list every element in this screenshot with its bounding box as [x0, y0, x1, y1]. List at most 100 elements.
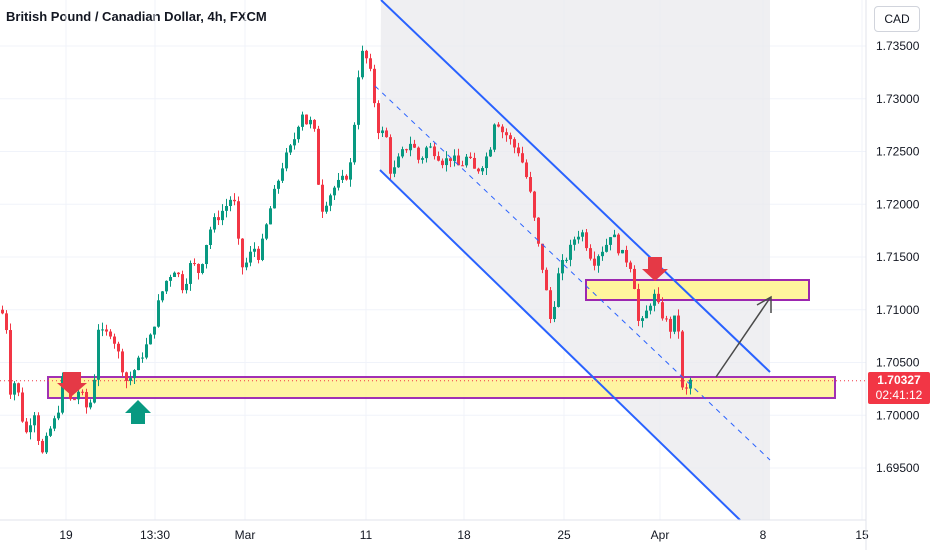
x-tick-label: 15: [855, 528, 869, 542]
channel-area: [380, 0, 770, 520]
candle-body: [201, 264, 204, 273]
candle-body: [113, 336, 116, 344]
candle-body: [49, 428, 52, 436]
candle-body: [489, 149, 492, 157]
candle-body: [213, 217, 216, 230]
candle-body: [109, 331, 112, 337]
projection-arrow: [715, 297, 771, 378]
candle-body: [85, 391, 88, 408]
candle-body: [177, 272, 180, 275]
candle-body: [185, 283, 188, 291]
candle-body: [121, 351, 124, 373]
candle-body: [601, 251, 604, 257]
y-tick-label: 1.70500: [876, 356, 920, 370]
candle-body: [1, 309, 4, 314]
candle-body: [249, 251, 252, 263]
candle-body: [577, 236, 580, 240]
candle-body: [93, 379, 96, 403]
candle-body: [525, 162, 528, 178]
candle-body: [397, 156, 400, 168]
candle-body: [505, 132, 508, 136]
candle-body: [461, 165, 464, 167]
candle-body: [401, 149, 404, 157]
candle-body: [381, 130, 384, 134]
candle-body: [169, 276, 172, 281]
candle-body: [269, 208, 272, 225]
channel-upper-line: [380, 0, 771, 373]
candle-body: [629, 262, 632, 269]
candle-body: [597, 256, 600, 266]
candle-body: [89, 402, 92, 408]
x-tick-label: 25: [557, 528, 571, 542]
arrow-down-icon: [642, 257, 668, 281]
candle-body: [137, 357, 140, 371]
currency-button[interactable]: CAD: [874, 6, 920, 32]
candle-body: [393, 167, 396, 174]
candle-body: [17, 383, 20, 393]
candle-body: [345, 175, 348, 180]
candle-body: [473, 157, 476, 169]
candle-body: [537, 217, 540, 244]
last-price-tag: 1.70327 02:41:12: [868, 372, 930, 404]
candle-body: [365, 50, 368, 59]
channel-shade: [380, 0, 770, 520]
candle-body: [285, 152, 288, 169]
candle-body: [265, 224, 268, 239]
candle-body: [485, 156, 488, 169]
candle-body: [589, 248, 592, 259]
candle-body: [349, 162, 352, 180]
candle-body: [437, 156, 440, 161]
candle-body: [501, 126, 504, 133]
candle-body: [421, 158, 424, 160]
y-tick-label: 1.72500: [876, 145, 920, 159]
candle-body: [97, 329, 100, 380]
candle-body: [25, 421, 28, 433]
candle-body: [509, 135, 512, 140]
candle-body: [77, 391, 80, 400]
candle-body: [673, 315, 676, 332]
candle-body: [317, 128, 320, 185]
y-tick-label: 1.70000: [876, 408, 920, 422]
candle-body: [29, 425, 32, 433]
candle-body: [161, 291, 164, 301]
candle-body: [277, 180, 280, 189]
candle-body: [457, 155, 460, 166]
overlays: [0, 0, 866, 521]
candle-body: [665, 318, 668, 320]
candle-body: [521, 153, 524, 163]
candle-body: [633, 268, 636, 289]
candle-body: [129, 378, 132, 381]
candle-body: [641, 318, 644, 321]
candle-body: [649, 305, 652, 311]
candle-body: [541, 243, 544, 270]
candle-body: [617, 234, 620, 254]
last-price: 1.70327: [877, 373, 921, 387]
candle-body: [441, 160, 444, 166]
candle-body: [21, 392, 24, 422]
candle-body: [553, 306, 556, 320]
candle-body: [669, 318, 672, 332]
candle-body: [533, 191, 536, 218]
candle-body: [657, 293, 660, 303]
candle-body: [377, 103, 380, 134]
candle-body: [81, 391, 84, 393]
candle-body: [233, 199, 236, 202]
arrow-up-icon: [125, 400, 151, 424]
candle-body: [261, 238, 264, 260]
candle-body: [61, 376, 64, 413]
resistance-zone: [585, 279, 810, 301]
candle-body: [373, 68, 376, 104]
y-tick-label: 1.71000: [876, 303, 920, 317]
y-tick-label: 1.71500: [876, 250, 920, 264]
candle-body: [53, 418, 56, 429]
candle-body: [593, 258, 596, 266]
y-tick-label: 1.72000: [876, 197, 920, 211]
candle-body: [369, 58, 372, 69]
candle-body: [5, 313, 8, 331]
candle-body: [105, 329, 108, 332]
candle-body: [645, 310, 648, 319]
candle-body: [681, 331, 684, 388]
candle-body: [341, 175, 344, 180]
candle-body: [117, 343, 120, 352]
